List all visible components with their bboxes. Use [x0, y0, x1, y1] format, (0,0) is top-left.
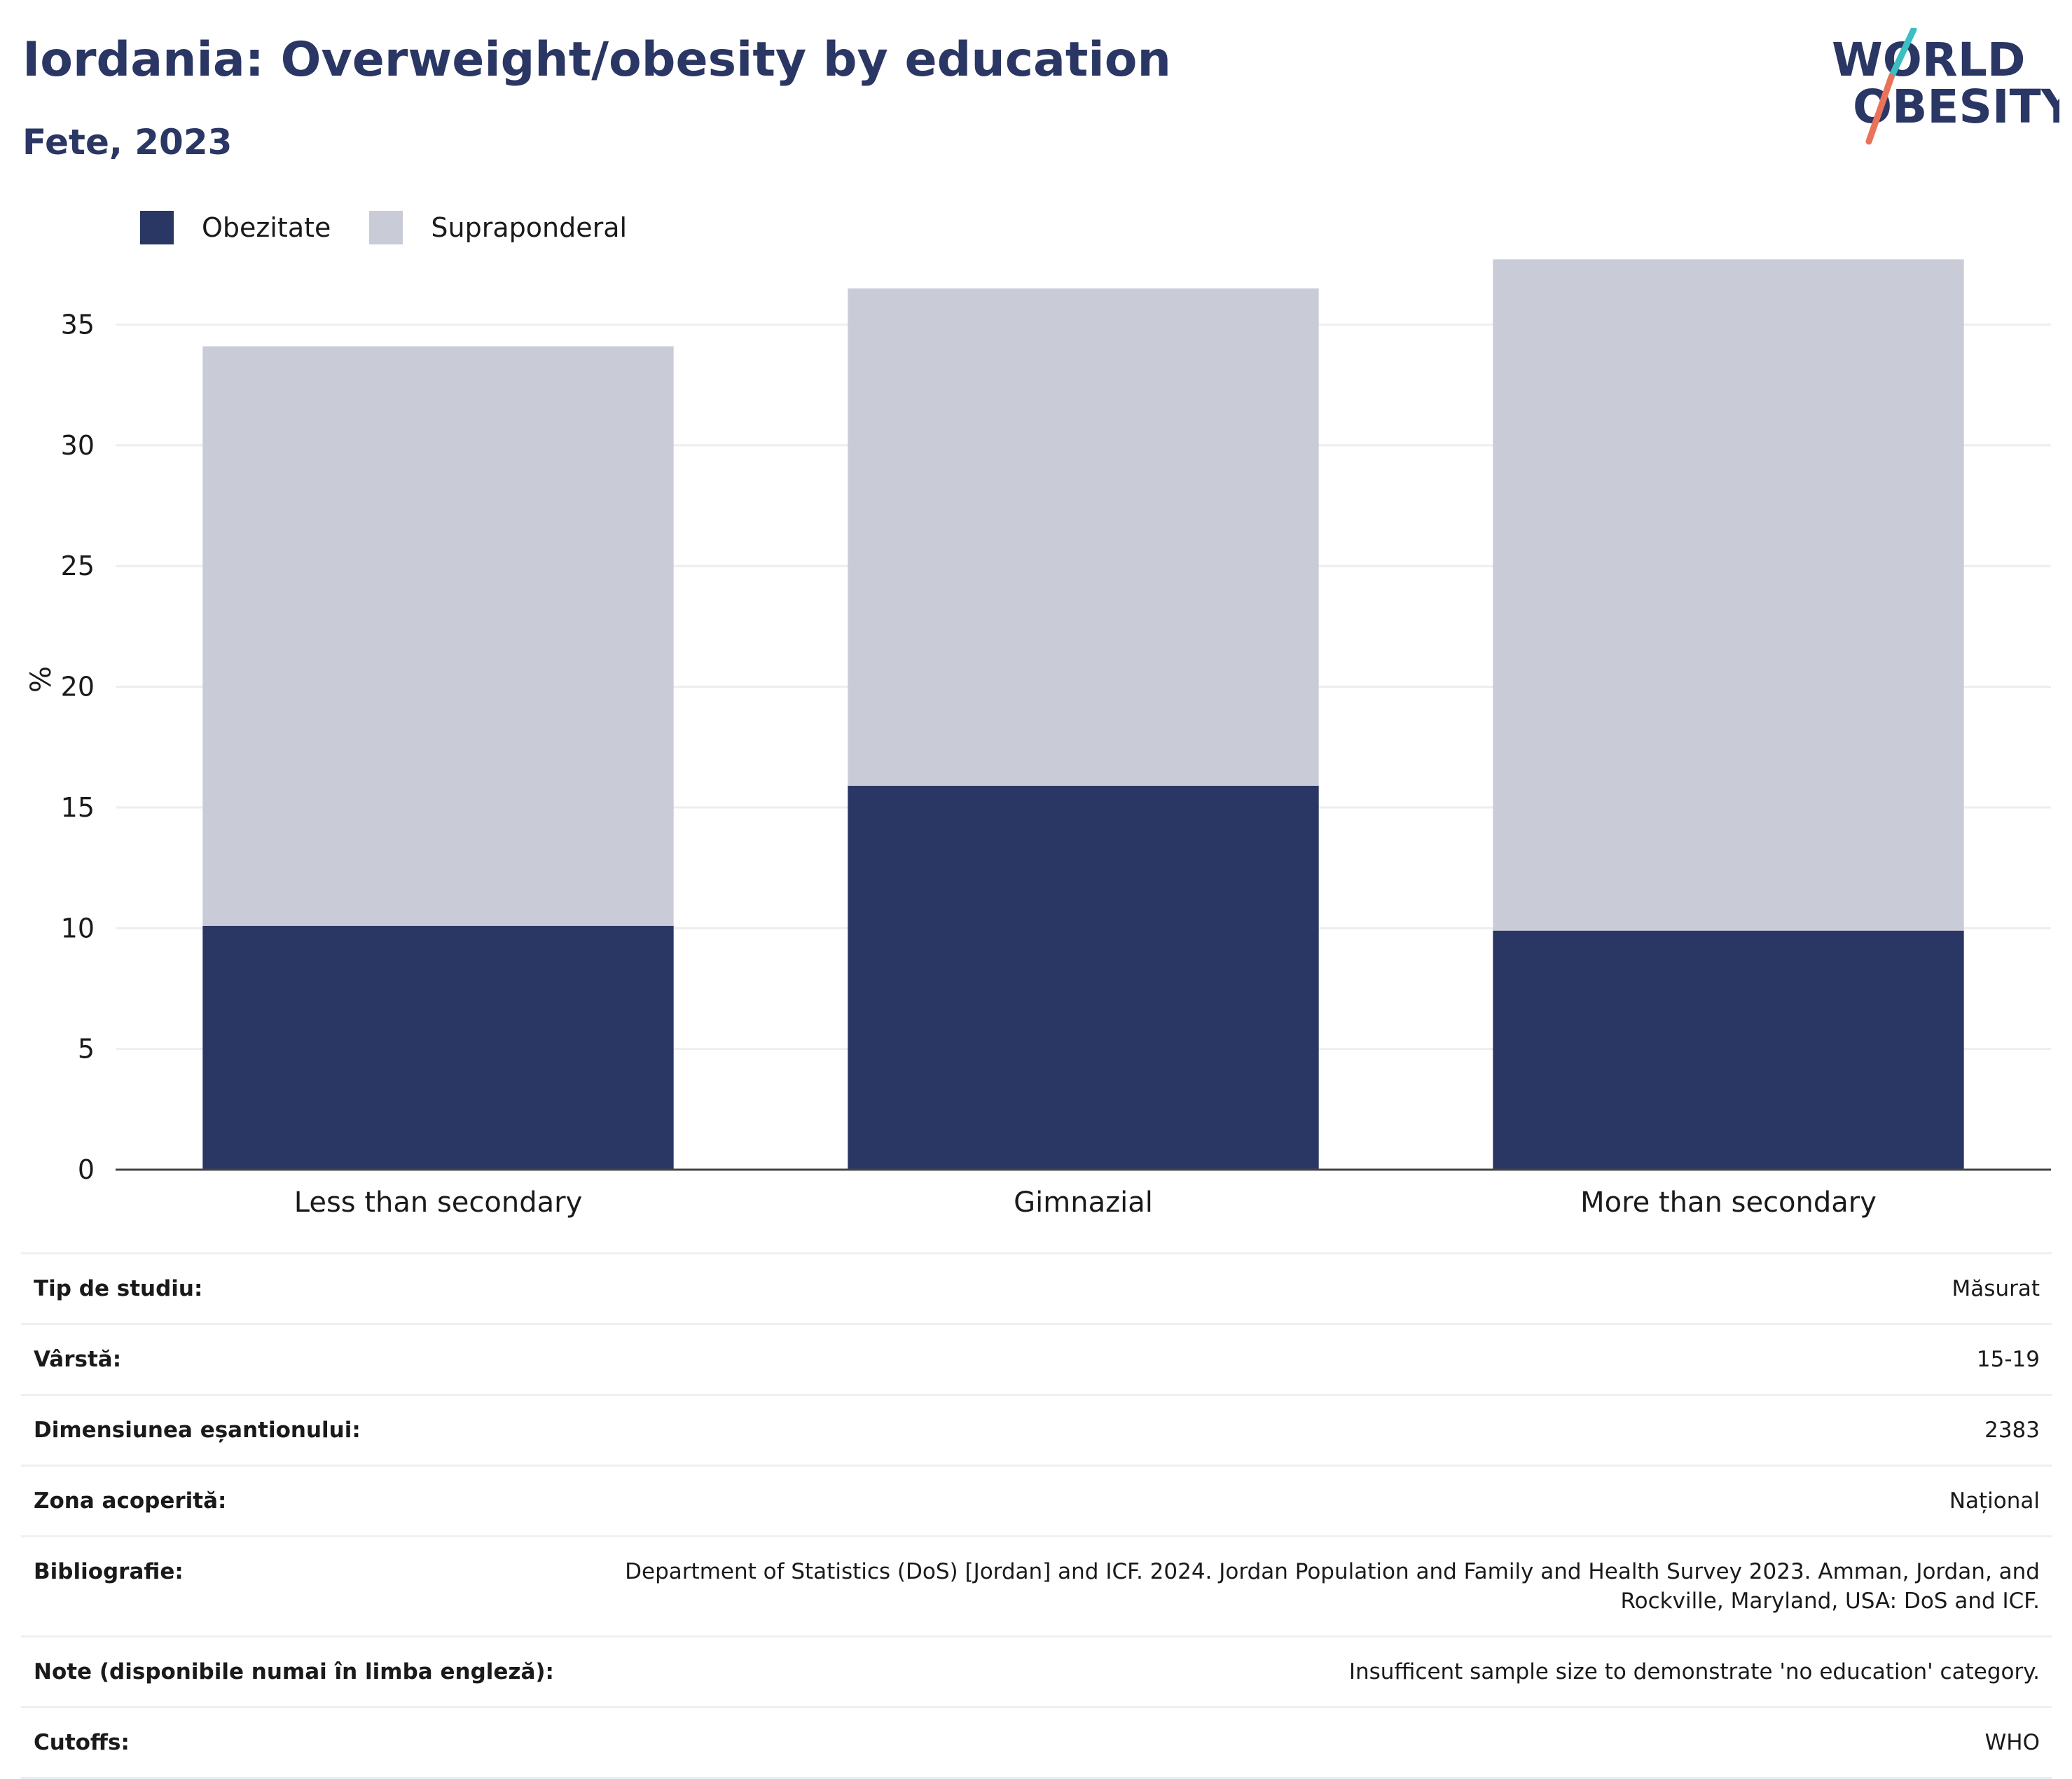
info-value: WHO	[607, 1706, 2052, 1779]
y-tick-label: 20	[61, 672, 95, 702]
x-tick-label: Less than secondary	[294, 1186, 582, 1219]
legend-item-overweight[interactable]: Supraponderal	[369, 211, 627, 244]
info-row-notes: Note (disponibile numai în limba engleză…	[21, 1635, 2052, 1708]
info-row-study-type: Tip de studiu: Măsurat	[21, 1252, 2052, 1324]
info-row-sample-size: Dimensiunea eșantionului: 2383	[21, 1394, 2052, 1466]
info-value: 2383	[607, 1394, 2052, 1466]
y-tick-label: 10	[61, 913, 95, 943]
bar-obesity	[1493, 930, 1964, 1170]
info-value: Insufficent sample size to demonstrate '…	[607, 1635, 2052, 1708]
legend-swatch-overweight	[369, 211, 403, 244]
info-value: Department of Statistics (DoS) [Jordan] …	[607, 1535, 2052, 1637]
legend-item-obesity[interactable]: Obezitate	[140, 211, 331, 244]
y-tick-label: 25	[61, 551, 95, 581]
info-row-age: Vârstă: 15-19	[21, 1323, 2052, 1395]
info-row-bibliography: Bibliografie: Department of Statistics (…	[21, 1535, 2052, 1637]
y-tick-label: 15	[61, 792, 95, 823]
logo-line1: WORLD	[1832, 33, 2026, 87]
logo-slash-bottom	[1865, 74, 1895, 145]
legend-label-obesity: Obezitate	[202, 212, 331, 243]
y-tick-label: 5	[78, 1034, 95, 1065]
legend-swatch-obesity	[140, 211, 174, 244]
info-label: Cutoffs:	[21, 1706, 607, 1779]
info-label: Zona acoperită:	[21, 1465, 607, 1537]
info-value: Național	[607, 1465, 2052, 1537]
y-axis-title: %	[25, 666, 57, 693]
bar-overweight	[202, 346, 674, 926]
logo-slash-top	[1888, 26, 1917, 81]
info-row-cutoffs: Cutoffs: WHO	[21, 1706, 2052, 1779]
study-info-table: Tip de studiu: Măsurat Vârstă: 15-19 Dim…	[21, 1252, 2052, 1779]
info-label: Note (disponibile numai în limba engleză…	[21, 1635, 607, 1708]
x-tick-label: Gimnazial	[1014, 1186, 1153, 1219]
legend-label-overweight: Supraponderal	[431, 212, 628, 243]
bar-overweight	[848, 288, 1319, 786]
bar-obesity	[848, 785, 1319, 1170]
info-label: Vârstă:	[21, 1323, 607, 1395]
chart-legend: Obezitate Supraponderal	[140, 210, 665, 245]
y-tick-label: 35	[61, 309, 95, 340]
info-value: Măsurat	[607, 1252, 2052, 1324]
bar-overweight	[1493, 259, 1964, 931]
info-label: Dimensiunea eșantionului:	[21, 1394, 607, 1466]
chart-title: Iordania: Overweight/obesity by educatio…	[22, 32, 1171, 88]
info-label: Bibliografie:	[21, 1535, 607, 1637]
info-value: 15-19	[607, 1323, 2052, 1395]
info-row-area: Zona acoperită: Național	[21, 1465, 2052, 1537]
world-obesity-logo: WORLD OBESITY	[1821, 26, 2072, 151]
x-tick-label: More than secondary	[1580, 1186, 1877, 1219]
y-tick-label: 0	[78, 1154, 95, 1185]
y-tick-label: 30	[61, 430, 95, 461]
chart-subtitle: Fete, 2023	[22, 122, 233, 162]
info-label: Tip de studiu:	[21, 1252, 607, 1324]
bar-chart: 0 5 10 15 20 25 30 35% Less than secondary Gimnaz…	[25, 259, 2051, 1219]
bar-obesity	[202, 925, 674, 1170]
